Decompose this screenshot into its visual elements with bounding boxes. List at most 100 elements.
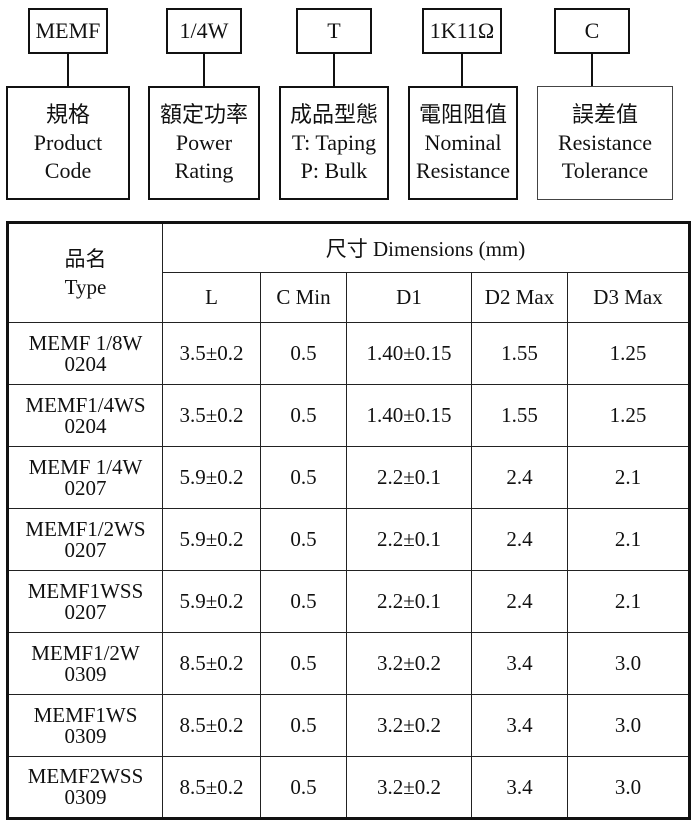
connector-line (591, 54, 593, 86)
label-box-nominal-resistance: 電阻阻值 Nominal Resistance (408, 86, 518, 200)
label-zh: 額定功率 (159, 102, 248, 127)
table-subheader-row: L C Min D1 D2 Max D3 Max (8, 272, 691, 323)
connector-line (333, 54, 335, 86)
cell-c-min: 0.5 (260, 694, 347, 757)
label-en-line2: Resistance (415, 158, 511, 183)
type-size: 0207 (64, 475, 107, 500)
cell-d3-max: 1.25 (566, 322, 691, 385)
type-cell: MEMF1WSS 0207 (7, 570, 163, 633)
cell-d3-max: 2.1 (566, 446, 691, 509)
cell-d2-max: 2.4 (471, 446, 568, 509)
cell-d1: 1.40±0.15 (346, 384, 472, 447)
cell-l: 5.9±0.2 (162, 508, 261, 571)
label-en-line1: Power (175, 130, 233, 155)
label-zh: 電阻阻值 (418, 102, 507, 127)
type-header: 品名 Type (7, 222, 163, 323)
code-box-resistance: 1K11Ω (422, 8, 502, 54)
code-box-product: MEMF (28, 8, 108, 54)
cell-d3-max: 3.0 (566, 632, 691, 695)
code-box-power: 1/4W (166, 8, 242, 54)
type-cell: MEMF1/2WS 0207 (7, 508, 163, 571)
cell-c-min: 0.5 (260, 322, 347, 385)
cell-d2-max: 2.4 (471, 508, 568, 571)
table-row: MEMF1/4WS 0204 3.5±0.2 0.5 1.40±0.15 1.55… (7, 384, 691, 447)
label-box-power-rating: 額定功率 Power Rating (148, 86, 260, 200)
dimensions-table: 品名 Type 尺寸 Dimensions (mm) L C Min D1 D2… (6, 221, 692, 820)
table-row: MEMF 1/8W 0204 3.5±0.2 0.5 1.40±0.15 1.55… (7, 322, 691, 385)
label-en-line2: Rating (174, 158, 234, 183)
cell-d1: 2.2±0.1 (346, 446, 472, 509)
cell-l: 5.9±0.2 (162, 570, 261, 633)
cell-d1: 2.2±0.1 (346, 570, 472, 633)
type-name: MEMF1/2WS (25, 516, 146, 541)
label-box-tolerance: 誤差值 Resistance Tolerance (537, 86, 673, 200)
type-name: MEMF 1/8W (28, 330, 143, 355)
type-header-zh: 品名 (64, 247, 107, 271)
type-size: 0309 (64, 785, 107, 809)
cell-d2-max: 3.4 (471, 756, 568, 819)
connector-line (461, 54, 463, 86)
type-name: MEMF1/2W (31, 640, 140, 665)
label-en-line2: P: Bulk (300, 158, 368, 183)
type-cell: MEMF2WSS 0309 (7, 756, 163, 819)
cell-d1: 3.2±0.2 (346, 694, 472, 757)
cell-l: 3.5±0.2 (162, 384, 261, 447)
code-box-form: T (296, 8, 372, 54)
cell-d2-max: 1.55 (471, 322, 568, 385)
table-row: MEMF1WSS 0207 5.9±0.2 0.5 2.2±0.1 2.4 2.1 (7, 570, 691, 633)
column-header-l: L (162, 272, 261, 323)
type-name: MEMF 1/4W (28, 454, 143, 479)
label-zh: 規格 (45, 102, 90, 127)
cell-d2-max: 1.55 (471, 384, 568, 447)
type-size: 0204 (64, 413, 107, 438)
part-number-diagram: MEMF 規格 Product Code 1/4W 額定功率 Power Rat… (0, 0, 696, 205)
cell-l: 5.9±0.2 (162, 446, 261, 509)
type-cell: MEMF1/4WS 0204 (7, 384, 163, 447)
code-box-tolerance: C (554, 8, 630, 54)
column-header-c-min: C Min (260, 272, 347, 323)
connector-line (203, 54, 205, 86)
label-en-line1: Resistance (557, 130, 653, 155)
cell-l: 3.5±0.2 (162, 322, 261, 385)
cell-l: 8.5±0.2 (162, 694, 261, 757)
type-cell: MEMF1WS 0309 (7, 694, 163, 757)
cell-c-min: 0.5 (260, 756, 347, 819)
cell-c-min: 0.5 (260, 508, 347, 571)
label-en-line1: Nominal (424, 130, 502, 155)
cell-d2-max: 3.4 (471, 694, 568, 757)
type-cell: MEMF 1/8W 0204 (7, 322, 163, 385)
label-en-line2: Code (44, 158, 92, 183)
label-en-line1: Product (33, 130, 103, 155)
cell-d1: 3.2±0.2 (346, 632, 472, 695)
cell-d1: 1.40±0.15 (346, 322, 472, 385)
label-en-line2: Tolerance (561, 158, 649, 183)
cell-d3-max: 2.1 (566, 570, 691, 633)
table-row: MEMF 1/4W 0207 5.9±0.2 0.5 2.2±0.1 2.4 2.… (7, 446, 691, 509)
type-cell: MEMF 1/4W 0207 (7, 446, 163, 509)
label-box-product-form: 成品型態 T: Taping P: Bulk (279, 86, 389, 200)
table-row: MEMF1/2W 0309 8.5±0.2 0.5 3.2±0.2 3.4 3.0 (7, 632, 691, 695)
type-size: 0207 (64, 599, 107, 624)
cell-d3-max: 2.1 (566, 508, 691, 571)
cell-d3-max: 1.25 (566, 384, 691, 447)
type-name: MEMF1WSS (27, 578, 144, 603)
cell-c-min: 0.5 (260, 384, 347, 447)
cell-d2-max: 3.4 (471, 632, 568, 695)
type-size: 0207 (64, 537, 107, 562)
cell-c-min: 0.5 (260, 446, 347, 509)
column-header-d3-max: D3 Max (566, 272, 691, 323)
cell-l: 8.5±0.2 (162, 756, 261, 819)
cell-l: 8.5±0.2 (162, 632, 261, 695)
type-size: 0309 (64, 661, 107, 686)
type-cell: MEMF1/2W 0309 (7, 632, 163, 695)
column-header-d1: D1 (346, 272, 472, 323)
type-name: MEMF1WS (33, 702, 138, 727)
label-zh: 成品型態 (289, 102, 378, 127)
type-size: 0309 (64, 723, 107, 748)
cell-d1: 2.2±0.1 (346, 508, 472, 571)
label-box-product-code: 規格 Product Code (6, 86, 130, 200)
cell-c-min: 0.5 (260, 570, 347, 633)
type-size: 0204 (64, 351, 107, 376)
table-row: MEMF2WSS 0309 8.5±0.2 0.5 3.2±0.2 3.4 3.0 (7, 756, 691, 819)
table-row: MEMF1/2WS 0207 5.9±0.2 0.5 2.2±0.1 2.4 2.… (7, 508, 691, 571)
